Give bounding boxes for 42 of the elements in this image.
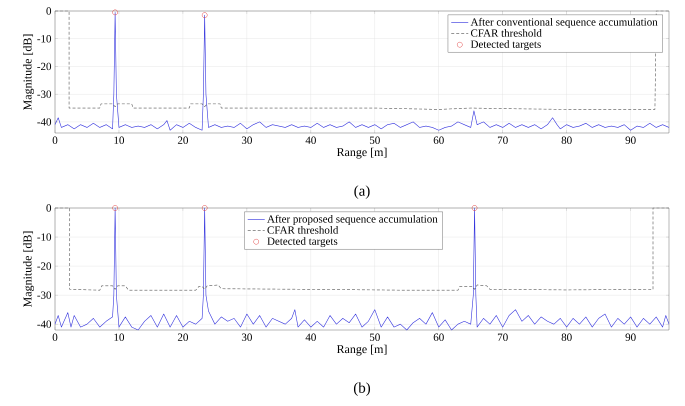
text: (a) <box>354 185 370 199</box>
y-axis-title: Magnitude [dB] <box>23 34 34 110</box>
x-tick-label: 80 <box>562 334 572 341</box>
x-tick-label: 20 <box>178 334 188 341</box>
x-tick-label: 60 <box>434 136 444 144</box>
y-tick-label: -40 <box>37 118 52 126</box>
y-tick-label: 0 <box>46 204 52 212</box>
text: (b) <box>354 382 370 396</box>
y-tick-label: -30 <box>37 90 52 98</box>
y-tick-label: -30 <box>37 291 52 299</box>
x-tick-label: 20 <box>178 136 188 144</box>
x-tick-label: 60 <box>434 334 444 341</box>
x-tick-label: 30 <box>242 136 252 144</box>
x-tick-label: 50 <box>370 334 380 341</box>
y-tick-label: -10 <box>37 233 52 241</box>
x-axis-title: Range [m] <box>336 148 387 159</box>
legend-label: CFAR threshold <box>267 226 338 234</box>
x-tick-label: 80 <box>562 136 572 144</box>
legend-label: Detected targets <box>470 40 541 50</box>
x-tick-label: 0 <box>52 136 58 144</box>
legend-label: CFAR threshold <box>470 29 542 37</box>
x-tick-label: 70 <box>498 334 508 341</box>
x-tick-label: 50 <box>370 136 380 144</box>
y-tick-label: 0 <box>46 7 52 15</box>
x-tick-label: 10 <box>114 334 124 341</box>
x-tick-label: 40 <box>306 334 316 341</box>
x-tick-label: 70 <box>498 136 508 144</box>
y-tick-label: -40 <box>37 320 52 328</box>
y-tick-label: -10 <box>37 35 52 42</box>
legend-label: After proposed sequence accumulation <box>267 214 438 225</box>
x-axis-title: Range [m] <box>336 344 387 356</box>
x-tick-label: 90 <box>626 136 636 144</box>
x-tick-label: 40 <box>306 136 316 144</box>
y-axis-title: Magnitude [dB] <box>23 232 34 308</box>
x-tick-label: 90 <box>626 334 636 341</box>
y-tick-label: -20 <box>37 62 52 70</box>
x-tick-label: 10 <box>114 136 124 144</box>
legend-label: Detected targets <box>267 237 338 248</box>
x-tick-label: 0 <box>52 334 58 341</box>
x-tick-label: 30 <box>242 334 252 341</box>
legend-label: After conventional sequence accumulation <box>470 18 658 28</box>
y-tick-label: -20 <box>37 262 52 270</box>
